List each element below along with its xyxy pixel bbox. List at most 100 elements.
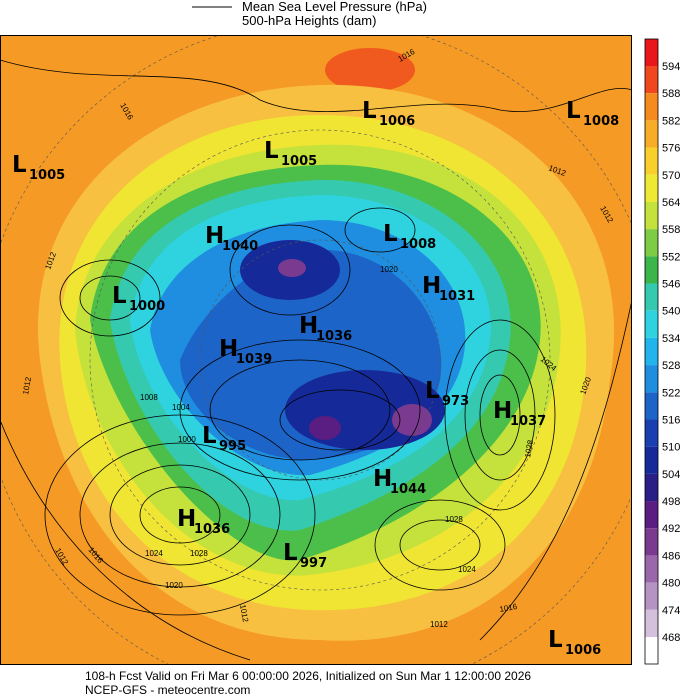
isobar-label: 1028: [445, 515, 463, 524]
center-kind: H: [177, 506, 196, 532]
footer-line: 108-h Fcst Valid on Fri Mar 6 00:00:00 2…: [85, 669, 531, 683]
center-kind: L: [383, 221, 398, 247]
center-kind: L: [548, 627, 563, 653]
colorbar-cell: [645, 528, 658, 556]
center-pressure: 1036: [194, 522, 230, 537]
colorbar-cell: [645, 66, 658, 94]
center-pressure: 1040: [222, 239, 258, 254]
isobar-label: 1012: [430, 620, 448, 629]
colorbar-label: 540: [662, 306, 680, 318]
colorbar-cell: [645, 609, 658, 637]
colorbar-label: 480: [662, 578, 680, 590]
colorbar-cell: [645, 419, 658, 447]
center-kind: L: [264, 138, 279, 164]
colorbar-label: 510: [662, 442, 680, 454]
isobar-label: 1000: [178, 435, 196, 444]
colorbar-label: 492: [662, 523, 680, 535]
colorbar-cell: [645, 637, 658, 664]
center-kind: L: [362, 98, 377, 124]
colorbar-label: 570: [662, 170, 680, 182]
center-kind: H: [299, 313, 318, 339]
colorbar-label: 516: [662, 414, 680, 426]
center-pressure: 995: [219, 439, 246, 454]
center-kind: L: [112, 283, 127, 309]
colorbar-cell: [645, 555, 658, 583]
colorbar-cell: [645, 201, 658, 230]
center-pressure: 1006: [565, 643, 601, 658]
isobar-label: 1016: [499, 602, 519, 614]
colorbar-top-cell: [645, 39, 658, 66]
colorbar-label: 528: [662, 360, 680, 372]
colorbar-label: 504: [662, 469, 680, 481]
colorbar-label: 474: [662, 605, 680, 617]
colorbar-label: 546: [662, 279, 680, 291]
center-pressure: 1036: [316, 329, 352, 344]
center-kind: L: [566, 98, 581, 124]
isobar-label: 1020: [380, 265, 398, 274]
center-kind: L: [12, 152, 27, 178]
colorbar-cell: [645, 283, 658, 311]
colorbar-label: 468: [662, 632, 680, 644]
isobar-label: 1028: [523, 439, 535, 459]
center-pressure: 973: [442, 394, 469, 409]
colorbar-cell: [645, 582, 658, 610]
center-pressure: 1044: [390, 482, 426, 497]
colorbar-cell: [645, 365, 658, 393]
center-kind: H: [493, 398, 512, 424]
center-kind: H: [422, 273, 441, 299]
colorbar-label: 594: [662, 61, 680, 73]
colorbar-cell: [645, 174, 658, 202]
colorbar-label: 552: [662, 251, 680, 263]
colorbar-cell: [645, 392, 658, 420]
isobar-label: 1012: [238, 604, 250, 624]
colorbar-cell: [645, 120, 658, 148]
isobar-label: 1008: [140, 393, 158, 402]
colorbar-cell: [645, 501, 658, 529]
center-kind: L: [283, 540, 298, 566]
colorbar-cell: [645, 147, 658, 175]
colorbar-frame: [644, 38, 659, 665]
center-kind: L: [202, 423, 217, 449]
colorbar-label: 564: [662, 197, 680, 209]
colorbar-cell: [645, 473, 658, 502]
footer-line: NCEP-GFS - meteocentre.com: [85, 683, 250, 697]
colorbar-label: 534: [662, 333, 680, 345]
colorbar-label: 558: [662, 224, 680, 236]
center-pressure: 1005: [281, 154, 317, 169]
center-pressure: 1005: [29, 168, 65, 183]
center-pressure: 1000: [129, 299, 165, 314]
colorbar-cell: [645, 229, 658, 257]
center-kind: H: [219, 336, 238, 362]
center-pressure: 997: [300, 556, 327, 571]
center-pressure: 1006: [379, 114, 415, 129]
center-kind: H: [373, 466, 392, 492]
colorbar-cell: [645, 93, 658, 121]
header-line: Mean Sea Level Pressure (hPa): [242, 0, 427, 14]
center-pressure: 1037: [510, 414, 546, 429]
colorbar-label: 588: [662, 88, 680, 100]
isobar-label: 1004: [172, 403, 190, 412]
center-pressure: 1031: [439, 289, 475, 304]
map: [0, 35, 632, 665]
colorbar-cell: [645, 446, 658, 474]
center-kind: L: [425, 378, 440, 404]
center-pressure: 1039: [236, 352, 272, 367]
isobar-label: 1028: [190, 549, 208, 558]
isobar-label: 1024: [458, 565, 476, 574]
colorbar-cell: [645, 310, 658, 338]
colorbar-label: 486: [662, 550, 680, 562]
colorbar-label: 522: [662, 387, 680, 399]
center-pressure: 1008: [583, 114, 619, 129]
header-line: 500-hPa Heights (dam): [242, 13, 376, 28]
colorbar-label: 582: [662, 115, 680, 127]
colorbar-cell: [645, 337, 658, 366]
map-frame: [0, 35, 632, 665]
center-pressure: 1008: [400, 237, 436, 252]
isobar-label: 1012: [21, 376, 33, 396]
isobar-label: 1020: [165, 581, 183, 590]
colorbar-label: 576: [662, 143, 680, 155]
center-kind: H: [205, 223, 224, 249]
colorbar-cell: [645, 256, 658, 284]
colorbar: 594 588 582 576 570 564 558 552 546 540 534 528 522 5…: [644, 38, 680, 665]
